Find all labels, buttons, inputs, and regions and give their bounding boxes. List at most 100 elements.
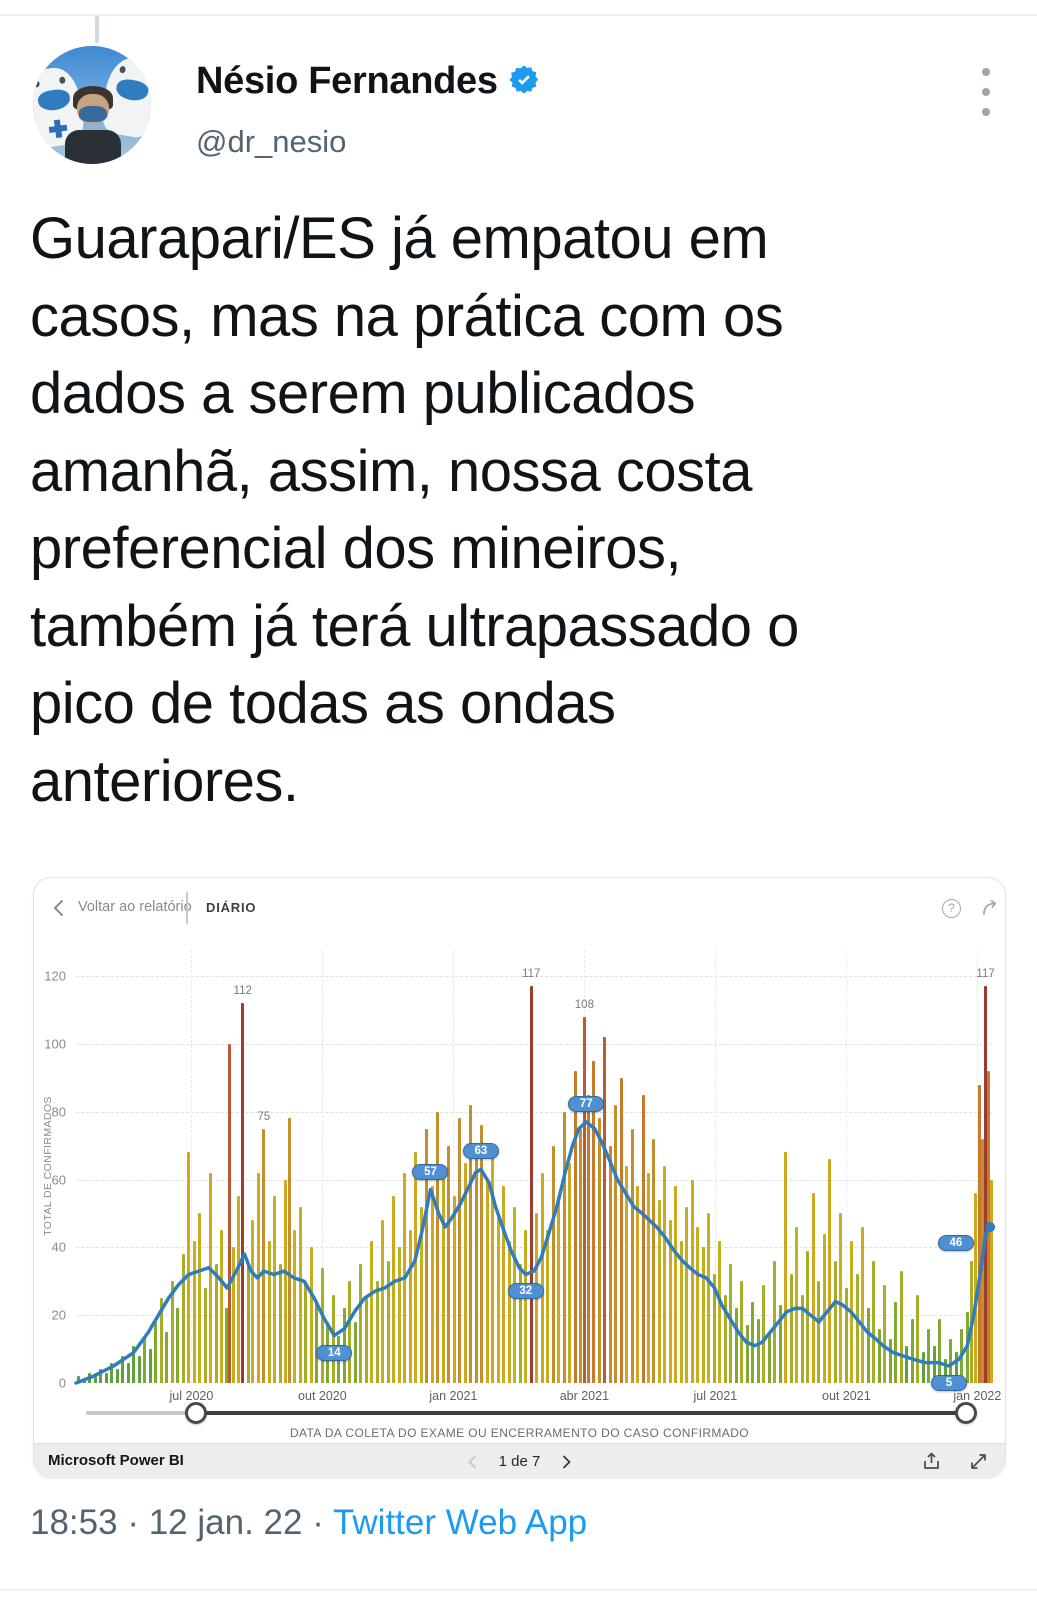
data-bar	[192, 1240, 196, 1383]
data-bar	[408, 1230, 412, 1383]
powerbi-brand-link[interactable]: Microsoft Power BI	[48, 1452, 184, 1469]
line-callout-label: 77	[568, 1095, 605, 1112]
line-callout-label: 32	[507, 1283, 544, 1300]
tweet-text: Guarapari/ES já empatou em casos, mas na …	[30, 200, 990, 820]
x-tick-label: out 2021	[822, 1389, 871, 1403]
data-bar	[974, 1193, 977, 1383]
more-menu-button[interactable]	[976, 68, 996, 116]
date-range-slider	[86, 1402, 977, 1424]
data-bar	[817, 1281, 821, 1383]
data-bar	[592, 1060, 596, 1383]
data-bar	[353, 1321, 357, 1383]
prev-page-icon[interactable]	[465, 1454, 481, 1470]
thread-connector-line	[95, 16, 99, 43]
y-tick-label: 60	[51, 1172, 66, 1187]
data-bar	[137, 1355, 141, 1383]
data-bar	[608, 1145, 612, 1383]
data-bar	[126, 1362, 130, 1383]
x-tick-label: jul 2021	[693, 1389, 738, 1403]
data-bar	[165, 1332, 169, 1383]
tweet-text-line: casos, mas na prática com os	[30, 283, 784, 349]
data-bar	[480, 1125, 484, 1383]
back-to-report-button[interactable]: Voltar ao relatório	[78, 899, 192, 915]
author-name[interactable]: Nésio Fernandes	[196, 60, 540, 103]
powerbi-header: Voltar ao relatório DIÁRIO ?	[34, 890, 1005, 926]
meta-sep: ·	[312, 1503, 324, 1542]
source-app-link[interactable]: Twitter Web App	[332, 1503, 588, 1542]
data-bar	[690, 1179, 694, 1383]
x-axis-title: DATA DA COLETA DO EXAME OU ENCERRAMENTO …	[289, 1426, 750, 1440]
data-bar	[773, 1260, 777, 1383]
data-bar	[943, 1359, 947, 1383]
data-bar	[176, 1308, 180, 1383]
data-bar	[441, 1172, 445, 1383]
data-bar	[397, 1247, 401, 1383]
help-icon[interactable]: ?	[942, 899, 961, 918]
data-bar	[767, 1332, 771, 1383]
data-bar	[861, 1226, 865, 1383]
data-bar	[778, 1305, 782, 1383]
data-bar	[110, 1362, 114, 1383]
data-bar	[989, 1179, 993, 1383]
data-bar	[251, 1220, 255, 1383]
data-bar	[579, 1128, 583, 1383]
data-bar	[899, 1271, 903, 1383]
author-handle[interactable]: @dr_nesio	[196, 124, 347, 159]
next-page-icon[interactable]	[558, 1454, 574, 1470]
footer-actions	[921, 1451, 989, 1472]
data-bar	[381, 1220, 385, 1383]
data-bar	[284, 1179, 288, 1383]
y-gridline	[76, 1179, 992, 1181]
data-bar	[320, 1267, 324, 1383]
data-bar	[121, 1355, 125, 1383]
data-bar	[181, 1254, 185, 1383]
header-divider	[186, 892, 188, 924]
data-bar	[77, 1376, 81, 1383]
x-gridline	[846, 950, 848, 1383]
data-bar	[392, 1196, 396, 1383]
data-bar	[740, 1281, 744, 1383]
data-bar	[546, 1230, 550, 1383]
data-bar	[573, 1070, 577, 1383]
data-bar	[636, 1186, 639, 1383]
tweet-text-line: amanhã, assim, nossa costa	[30, 438, 753, 504]
data-bar	[806, 1250, 810, 1383]
data-bar	[949, 1338, 953, 1383]
tweet-text-line: pico de todas as ondas	[30, 671, 616, 736]
slider-track-selected[interactable]	[196, 1411, 966, 1415]
slider-track-unselected[interactable]	[86, 1411, 196, 1415]
slider-handle-end[interactable]	[955, 1402, 977, 1424]
share-icon[interactable]	[921, 1451, 942, 1472]
top-divider	[0, 14, 1037, 16]
page-indicator: 1 de 7	[498, 1453, 541, 1470]
data-bar	[419, 1206, 423, 1383]
x-tick-label: abr 2021	[559, 1389, 610, 1403]
person-mask	[79, 106, 107, 122]
slider-handle-start[interactable]	[185, 1402, 207, 1424]
data-bar	[474, 1145, 478, 1383]
popout-arrow-icon[interactable]	[980, 898, 1000, 918]
data-bar	[551, 1145, 555, 1383]
data-bar	[668, 1220, 672, 1383]
data-bar	[597, 1118, 601, 1383]
data-bar	[647, 1172, 650, 1383]
expand-icon[interactable]	[968, 1451, 989, 1472]
data-bar	[905, 1345, 909, 1383]
data-bar	[529, 986, 533, 1383]
plot-area[interactable]: 0 20 40 60 80 100 120 jul 2020 out 2020 jan 2021 a…	[44, 950, 1001, 1403]
data-bar	[469, 1104, 473, 1383]
x-tick-label: jan 2021	[429, 1389, 478, 1403]
data-bar	[348, 1281, 352, 1383]
data-bar	[224, 1308, 228, 1383]
y-gridline	[76, 976, 992, 977]
bar-value-label: 112	[233, 985, 252, 998]
back-chevron-icon[interactable]	[50, 898, 70, 918]
y-tick-label: 0	[58, 1375, 66, 1391]
bar-value-label: 117	[522, 968, 541, 981]
data-bar	[104, 1372, 108, 1383]
data-bar	[507, 1240, 511, 1383]
data-bar	[267, 1240, 271, 1383]
avatar[interactable]	[33, 46, 151, 164]
x-gridline	[322, 950, 324, 1383]
data-bar	[331, 1294, 335, 1383]
